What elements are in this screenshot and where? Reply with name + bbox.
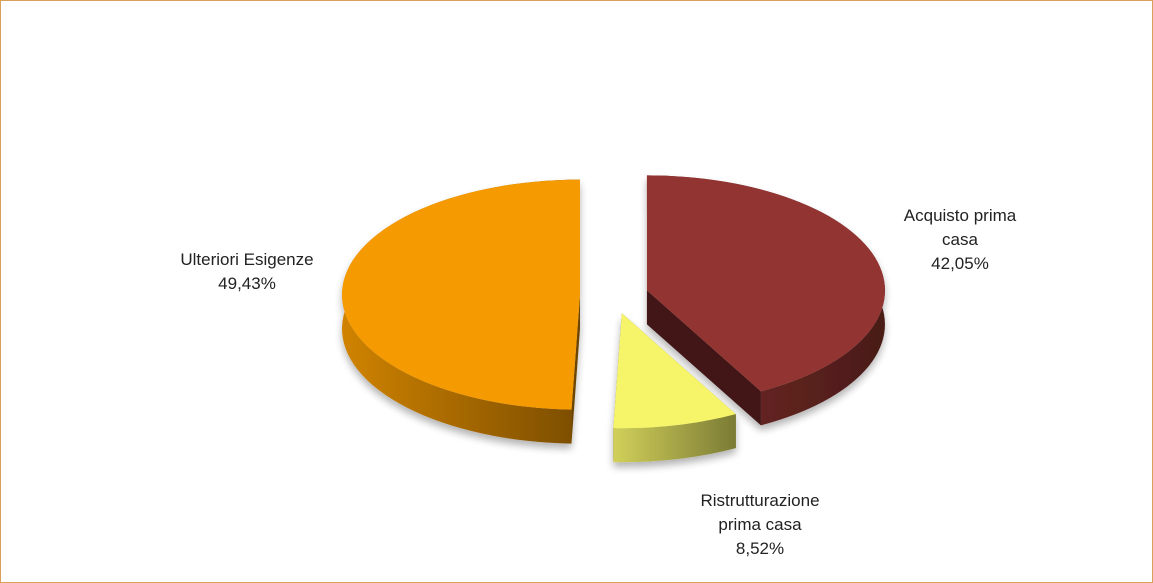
pie-slice-face — [646, 290, 761, 426]
category-label: Ristrutturazione prima casa — [700, 491, 820, 534]
value-label: 42,05% — [931, 254, 989, 273]
pie-slice-face — [571, 294, 581, 444]
data-label: Ulteriori Esigenze 49,43% — [137, 248, 357, 296]
pie — [342, 175, 885, 463]
pie-slice — [342, 179, 581, 410]
data-label: Acquisto prima casa 42,05% — [885, 204, 1035, 276]
pie-tops — [342, 175, 885, 429]
category-label: Ulteriori Esigenze — [180, 250, 314, 269]
value-label: 8,52% — [735, 539, 785, 558]
pie-slice-side — [613, 414, 736, 463]
category-label: Acquisto prima casa — [903, 206, 1017, 249]
pie-slice — [646, 175, 885, 392]
data-label: Ristrutturazione prima casa 8,52% — [680, 489, 840, 561]
value-label: 49,43% — [218, 274, 276, 293]
pie-slice — [613, 313, 736, 429]
